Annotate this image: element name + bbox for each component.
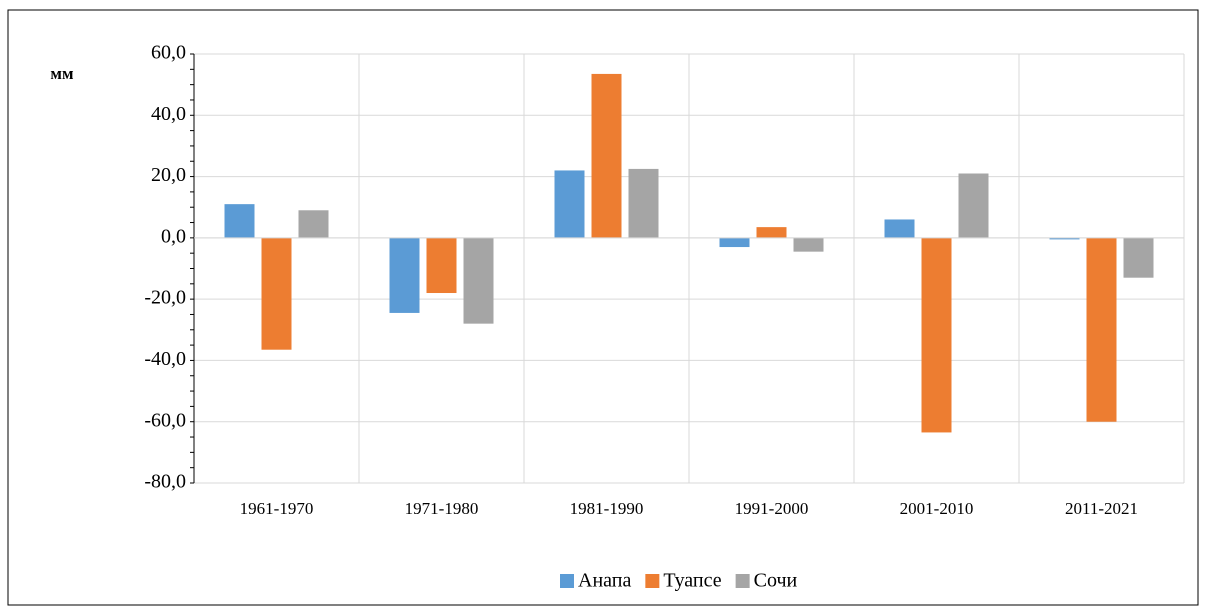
bar	[719, 237, 750, 248]
bar	[591, 73, 622, 238]
y-tick-label: -40,0	[144, 348, 186, 370]
legend-label: Туапсе	[663, 570, 721, 592]
bar	[261, 237, 292, 350]
bar	[884, 219, 915, 238]
x-tick-label: 1961-1970	[240, 499, 314, 518]
legend-label: Сочи	[754, 570, 798, 592]
bar	[756, 227, 787, 238]
bar	[1049, 237, 1080, 240]
bar	[628, 168, 659, 238]
y-tick-label: 20,0	[151, 164, 186, 186]
bar	[224, 204, 255, 238]
bar	[921, 237, 952, 433]
legend-label: Анапа	[578, 570, 631, 592]
bar	[426, 237, 457, 294]
bar	[793, 237, 824, 252]
legend-swatch	[645, 574, 660, 588]
bar	[1123, 237, 1154, 278]
bar	[958, 173, 989, 238]
y-tick-label: -80,0	[144, 471, 186, 493]
bar	[389, 237, 420, 313]
y-tick-label: -20,0	[144, 287, 186, 309]
y-axis-label: мм	[50, 64, 74, 83]
x-tick-label: 2011-2021	[1065, 499, 1138, 518]
y-tick-label: 0,0	[161, 225, 186, 247]
bar	[463, 237, 494, 324]
bar	[554, 170, 585, 238]
legend-swatch	[560, 574, 574, 588]
y-tick-label: -60,0	[144, 409, 186, 431]
legend-swatch	[735, 574, 750, 588]
x-tick-label: 1981-1990	[570, 499, 644, 518]
x-tick-label: 2001-2010	[900, 499, 974, 518]
bar	[298, 210, 329, 238]
x-tick-label: 1991-2000	[735, 499, 809, 518]
y-tick-label: 60,0	[151, 42, 186, 64]
bar	[1086, 237, 1117, 422]
x-tick-label: 1971-1980	[405, 499, 479, 518]
y-tick-label: 40,0	[151, 103, 186, 125]
